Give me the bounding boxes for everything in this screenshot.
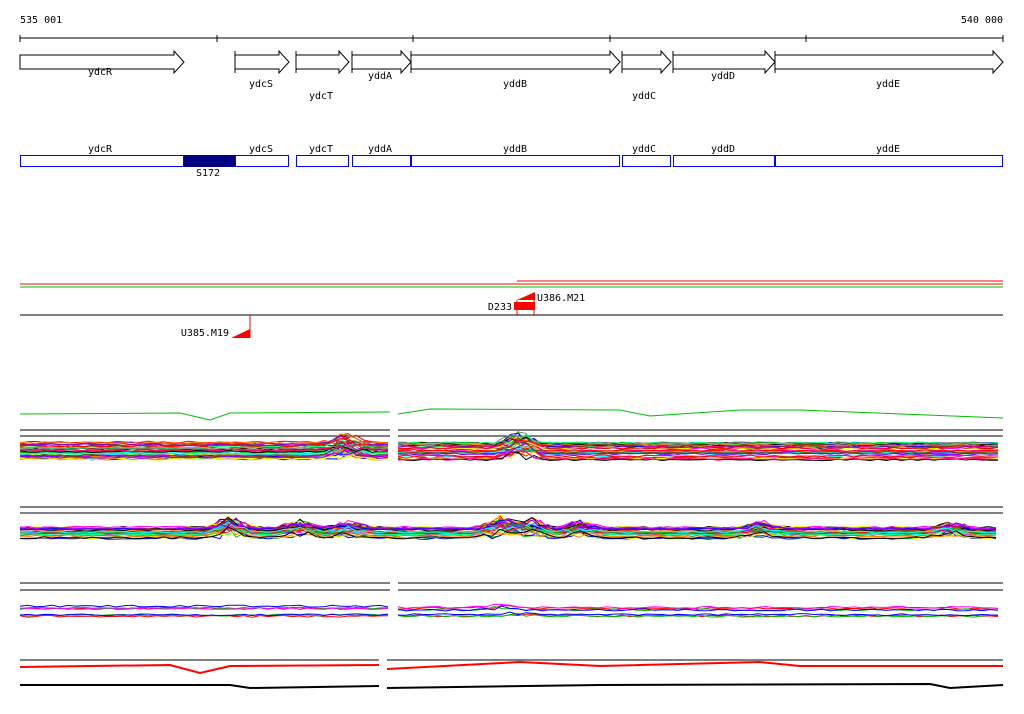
profile-line [19,437,389,448]
gene-box-ydcT[interactable]: ydcT [296,144,349,167]
gene-label: ydcR [88,67,113,78]
gene-arrow-shape [774,49,1004,75]
profile-line [397,408,1004,419]
gene-arrow-track: ydcR ydcS ydcT yddA yddB yddC yddD yddE [19,49,1004,102]
gene-box [775,155,1003,167]
profile-line [19,613,389,617]
gene-arrow-ydcS[interactable]: ydcS [234,49,290,90]
profile-line [20,444,389,455]
gene-box-ydcS[interactable]: ydcS [235,144,289,167]
profile-line [397,433,999,445]
segment-s172 [184,155,235,167]
expression-profile-tracks [19,408,1004,690]
profile-line [397,451,999,462]
profile-line [397,442,999,456]
gene-arrow-shape [621,49,672,75]
profile-line [397,611,999,617]
gene-box-label: yddD [711,144,735,155]
gene-box-label: yddA [368,144,392,155]
gene-label: ydcS [249,79,273,90]
gene-box-yddC[interactable]: yddC [622,144,671,167]
gene-box-ydcR[interactable]: ydcR [20,144,184,167]
ruler-start-label: 535 001 [20,15,62,26]
gene-arrow-yddD[interactable]: yddD [672,49,776,82]
gene-arrow-ydcT[interactable]: ydcT [295,49,350,102]
gene-label: yddA [368,71,392,82]
gene-box-track: ydcR ydcS ydcT yddA yddB yddC yddD yddE S172 [20,144,1003,179]
profile-line [19,604,389,608]
gene-label: yddE [876,79,900,90]
gene-label: ydcT [309,91,333,102]
gene-box [235,155,289,167]
gene-box [411,155,620,167]
marker-label-u385-m19: U385.M19 [181,328,229,339]
gene-arrow-yddE[interactable]: yddE [774,49,1004,90]
gene-arrow-shape [410,49,621,75]
profile-line [19,446,389,459]
profile-line [19,607,389,611]
profile-line [397,612,999,618]
profile-line [19,663,380,675]
gene-box-label: yddC [632,144,656,155]
profile-line [386,660,1003,670]
profile-line [397,605,999,612]
ruler-axis [19,35,1004,42]
gene-box [352,155,411,167]
gene-arrow-ydcR[interactable]: ydcR [19,49,185,78]
gene-box [622,155,671,167]
profile-line [397,439,999,450]
gene-box-yddA[interactable]: yddA [352,144,411,167]
profile-line [19,437,389,449]
gene-box-label: yddB [503,144,527,155]
gene-box [20,155,184,167]
gene-box-label: yddE [876,144,900,155]
profile-line [397,438,999,454]
gene-arrow-shape [19,49,185,75]
marker-track: U386.M21 D233 U385.M19 [20,280,1003,339]
gene-arrow-yddC[interactable]: yddC [621,49,672,102]
gene-box [296,155,349,167]
profile-line [19,517,997,531]
gene-arrow-shape [234,49,290,75]
profile-line [19,518,997,529]
gene-label: yddB [503,79,527,90]
profile-line [397,603,999,609]
profile-line [397,604,999,610]
profile-line [19,526,997,540]
marker-d233[interactable] [514,302,535,310]
gene-arrow-shape [351,49,412,75]
gene-box-label: ydcT [309,144,333,155]
gene-arrow-yddA[interactable]: yddA [351,49,412,82]
marker-label-u386-m21: U386.M21 [537,293,585,304]
gene-label: yddC [632,91,656,102]
gene-label: yddD [711,71,735,82]
gene-box-label: ydcS [249,144,273,155]
profile-line [19,446,389,458]
gene-arrow-shape [295,49,350,75]
gene-box [673,155,775,167]
profile-line [19,433,389,445]
profile-line [19,521,997,534]
marker-u386-m21[interactable] [517,292,535,300]
profile-line [386,682,1004,690]
gene-arrow-yddB[interactable]: yddB [410,49,621,90]
profile-line [397,448,999,458]
marker-label-d233: D233 [488,302,512,313]
gene-box-yddB[interactable]: yddB [411,144,620,167]
gene-box-yddE[interactable]: yddE [775,144,1003,167]
profile-line [19,444,389,454]
profile-line [397,450,999,461]
ruler-end-label: 540 000 [961,15,1003,26]
profile-line [19,411,391,421]
segment-label: S172 [196,168,220,179]
marker-u385-m19[interactable] [231,329,250,338]
profile-line [19,443,389,452]
gene-box-label: ydcR [88,144,113,155]
profile-line [20,684,380,690]
profile-line [19,522,997,538]
profile-line [19,606,389,610]
gene-box-yddD[interactable]: yddD [673,144,775,167]
gene-arrow-shape [672,49,776,75]
